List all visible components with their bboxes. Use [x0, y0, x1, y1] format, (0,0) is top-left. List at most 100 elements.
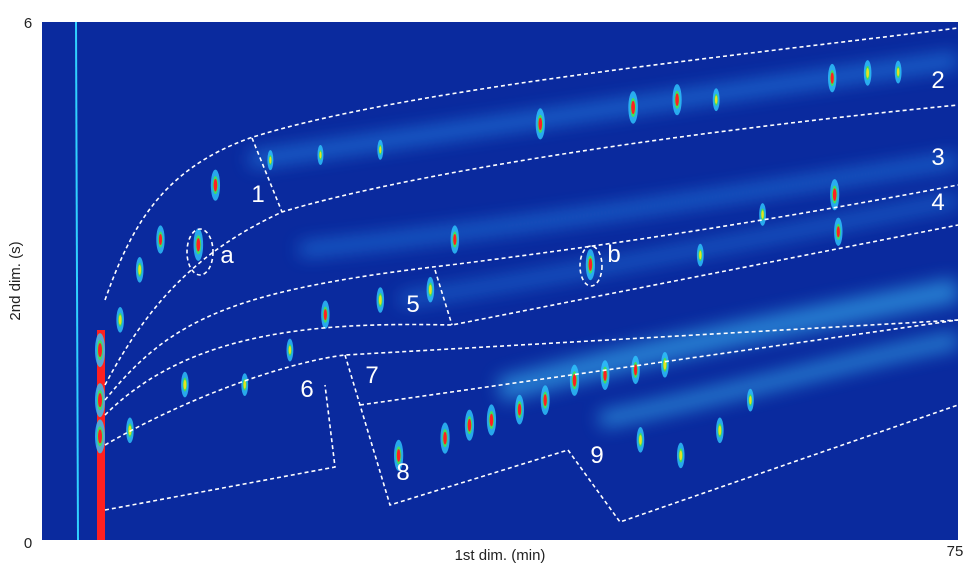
- peak-core: [866, 68, 869, 78]
- peak: [628, 91, 638, 124]
- region-label: b: [607, 241, 620, 268]
- peak-core: [98, 343, 102, 357]
- y-tick-label: 6: [24, 15, 32, 32]
- peak-core: [269, 157, 271, 164]
- peak-core: [214, 179, 218, 192]
- region-label: 4: [931, 189, 944, 216]
- peak-core: [159, 234, 162, 245]
- peak: [631, 356, 639, 384]
- peak: [716, 418, 724, 444]
- peak: [116, 307, 124, 333]
- peak: [287, 339, 294, 362]
- peak-core: [196, 238, 200, 251]
- peak: [451, 225, 459, 253]
- peak-core: [379, 146, 381, 153]
- peak-core: [699, 251, 701, 259]
- peak: [211, 170, 220, 201]
- peak: [677, 443, 685, 469]
- peak: [487, 404, 496, 435]
- peak-core: [831, 73, 834, 84]
- peak: [828, 64, 836, 92]
- x-tick-label: 0: [24, 535, 32, 552]
- peak: [427, 277, 435, 303]
- region-label: 5: [406, 291, 419, 318]
- peak: [672, 84, 681, 115]
- peak: [136, 257, 144, 283]
- peak: [317, 145, 323, 165]
- peak: [895, 61, 902, 84]
- peak-core: [897, 68, 899, 76]
- peak-core: [675, 93, 679, 106]
- region-label: 2: [931, 67, 944, 94]
- peak: [440, 423, 449, 454]
- peak-core: [631, 101, 635, 114]
- y-axis-label: 2nd dim. (s): [7, 241, 24, 320]
- peak: [864, 60, 872, 86]
- peak-core: [761, 210, 763, 218]
- peak-core: [679, 450, 682, 460]
- peak-core: [715, 96, 717, 104]
- peak-core: [379, 295, 382, 305]
- peak: [637, 427, 645, 453]
- peak: [95, 419, 105, 453]
- region-label: a: [220, 242, 234, 269]
- peak-core: [573, 374, 577, 387]
- peak: [697, 244, 704, 267]
- peak: [95, 333, 105, 367]
- peak-core: [98, 429, 102, 443]
- peak: [601, 360, 610, 390]
- region-label: 7: [365, 362, 378, 389]
- peak-core: [289, 346, 291, 354]
- peak: [570, 365, 579, 396]
- peak-core: [324, 309, 327, 320]
- x-tick-label: 75: [947, 543, 964, 560]
- region-label: 3: [931, 144, 944, 171]
- peak: [181, 372, 189, 398]
- peak-core: [453, 234, 456, 245]
- peak: [267, 150, 273, 170]
- peak: [834, 218, 842, 246]
- peak-core: [634, 364, 637, 375]
- peak-core: [468, 419, 472, 432]
- peak-core: [639, 435, 642, 445]
- peak: [241, 373, 248, 396]
- peak: [586, 249, 595, 280]
- peak-core: [138, 265, 141, 275]
- peak: [95, 383, 105, 417]
- peak: [661, 352, 669, 378]
- peak: [377, 140, 383, 160]
- x-axis-label: 1st dim. (min): [455, 547, 546, 564]
- peak-core: [490, 414, 494, 427]
- peak-core: [518, 404, 521, 416]
- region-label: 6: [300, 376, 313, 403]
- peak-core: [244, 380, 246, 388]
- peak: [830, 179, 839, 210]
- peak: [194, 228, 204, 261]
- peak-core: [98, 393, 102, 407]
- region-label: 9: [590, 442, 603, 469]
- region-label: 8: [396, 459, 409, 486]
- peak: [713, 88, 720, 111]
- peak-core: [833, 188, 837, 201]
- peak-core: [539, 118, 543, 131]
- peak-core: [183, 380, 186, 390]
- peak-core: [443, 432, 447, 445]
- peak-core: [837, 226, 840, 237]
- chart: 0 75 6 1st dim. (min) 2nd dim. (s) 1 2 3 4 5…: [0, 0, 967, 571]
- peak-core: [589, 258, 593, 271]
- peak: [465, 410, 474, 441]
- peak: [747, 389, 754, 412]
- peak-core: [429, 285, 432, 295]
- peak-core: [749, 396, 751, 404]
- peak-core: [119, 315, 122, 325]
- region-label: 1: [251, 181, 264, 208]
- peak: [536, 108, 545, 139]
- peak: [541, 385, 550, 415]
- peak: [377, 287, 385, 313]
- peak-core: [543, 394, 546, 406]
- peak: [759, 203, 766, 226]
- peak-core: [718, 425, 721, 435]
- peak: [321, 300, 329, 328]
- peak: [515, 395, 524, 425]
- peak-core: [319, 151, 321, 158]
